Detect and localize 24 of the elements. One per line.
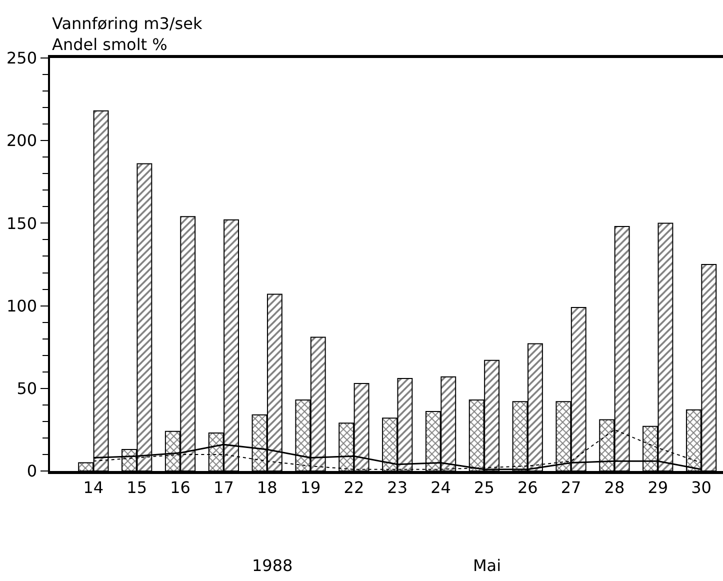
y-tick-label: 50 xyxy=(16,379,38,398)
x-tick-label: 28 xyxy=(604,478,625,497)
y-tick-label: 200 xyxy=(6,131,38,150)
x-tick-label: 24 xyxy=(430,478,451,497)
x-tick-label: 27 xyxy=(560,478,582,497)
x-tick-label: 26 xyxy=(517,478,538,497)
x-tick-label: 17 xyxy=(214,478,234,497)
text: Mai xyxy=(473,556,502,575)
x-tick-label: 15 xyxy=(126,478,148,497)
y-tick-label: 0 xyxy=(26,462,38,481)
text: 1988 xyxy=(252,556,293,575)
y-tick-label: 100 xyxy=(6,296,38,316)
x-tick-label: 16 xyxy=(170,478,190,497)
x-tick-label: 22 xyxy=(344,478,364,497)
x-tick-label: 14 xyxy=(83,478,104,497)
y-tick-label: 250 xyxy=(6,48,38,68)
x-tick-label: 29 xyxy=(648,478,668,497)
x-tick-label: 25 xyxy=(474,478,494,497)
x-tick-label: 19 xyxy=(300,478,321,497)
y-tick-label: 150 xyxy=(6,214,38,233)
x-tick-label: 18 xyxy=(256,478,278,497)
y-axis-title: Vannføring m3/sek Andel smolt % xyxy=(52,14,203,54)
x-tick-label: 23 xyxy=(387,478,408,497)
x-tick-label: 30 xyxy=(691,478,712,497)
